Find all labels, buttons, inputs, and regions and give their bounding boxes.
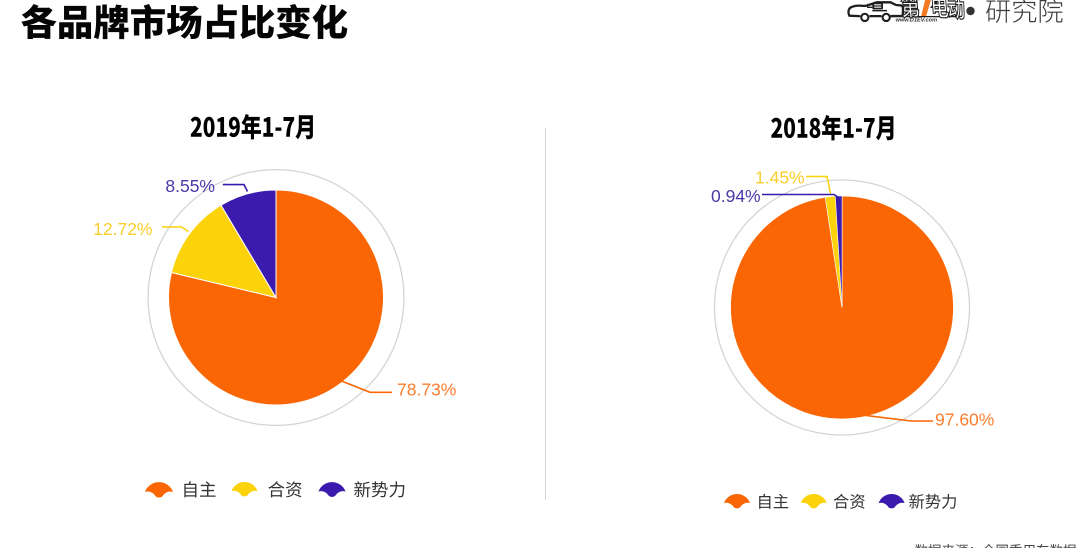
svg-text:0.94%: 0.94%: [711, 186, 761, 206]
svg-text:8.55%: 8.55%: [165, 176, 215, 196]
svg-text:www.D1EV.com: www.D1EV.com: [896, 17, 938, 23]
svg-text:1.45%: 1.45%: [755, 168, 805, 188]
svg-text:78.73%: 78.73%: [397, 380, 456, 400]
svg-text:97.60%: 97.60%: [935, 410, 994, 430]
svg-text:12.72%: 12.72%: [93, 219, 152, 239]
